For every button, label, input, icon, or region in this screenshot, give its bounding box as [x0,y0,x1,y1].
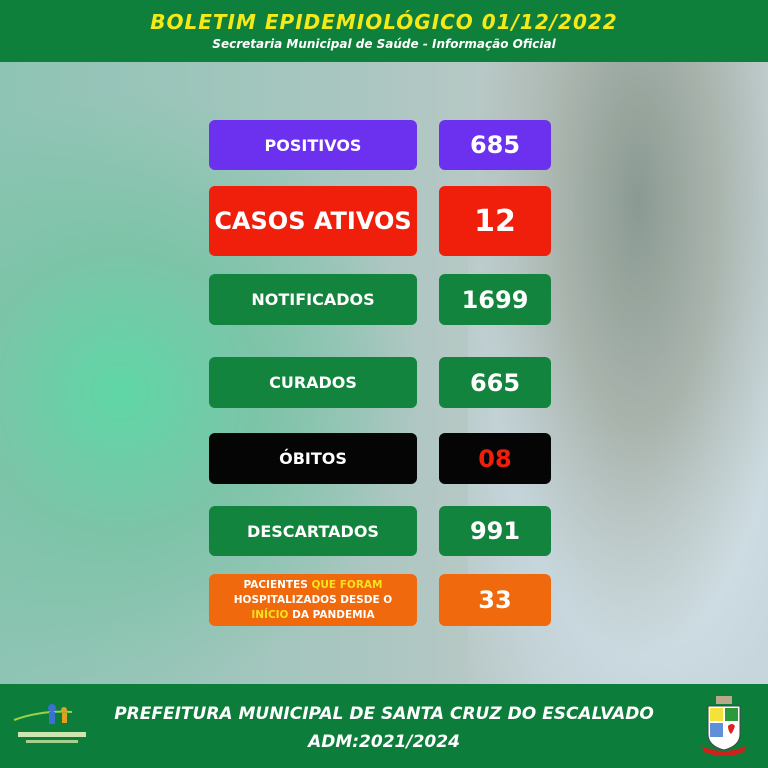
notificados-value: 1699 [439,274,551,325]
coat-of-arms-icon [702,696,746,756]
descartados-value: 991 [439,506,551,556]
obitos-label: ÓBITOS [209,433,417,484]
descartados-label: DESCARTADOS [209,506,417,556]
label-highlight: INÍCIO [251,609,289,621]
hospitalized-label: PACIENTES QUE FORAM HOSPITALIZADOS DESDE… [209,574,417,626]
casos-ativos-label: CASOS ATIVOS [209,186,417,256]
hospitalized-value: 33 [439,574,551,626]
curados-label: CURADOS [209,357,417,408]
positivos-label: POSITIVOS [209,120,417,170]
municipality-logo [13,704,86,743]
casos-ativos-value: 12 [439,186,551,256]
positivos-value: 685 [439,120,551,170]
label-part: DA PANDEMIA [288,609,375,621]
footer-municipality: PREFEITURA MUNICIPAL DE SANTA CRUZ DO ES… [114,704,654,724]
label-highlight: QUE FORAM [311,579,383,591]
footer-administration: ADM:2021/2024 [308,732,460,752]
curados-value: 665 [439,357,551,408]
label-part: HOSPITALIZADOS DESDE O [233,594,393,606]
obitos-value: 08 [439,433,551,484]
notificados-label: NOTIFICADOS [209,274,417,325]
header: BOLETIM EPIDEMIOLÓGICO 01/12/2022 Secret… [0,0,768,62]
bulletin-subtitle: Secretaria Municipal de Saúde - Informaç… [212,37,556,51]
label-part: PACIENTES [243,579,312,591]
footer: PREFEITURA MUNICIPAL DE SANTA CRUZ DO ES… [0,684,768,768]
bulletin-title: BOLETIM EPIDEMIOLÓGICO 01/12/2022 [150,10,618,34]
